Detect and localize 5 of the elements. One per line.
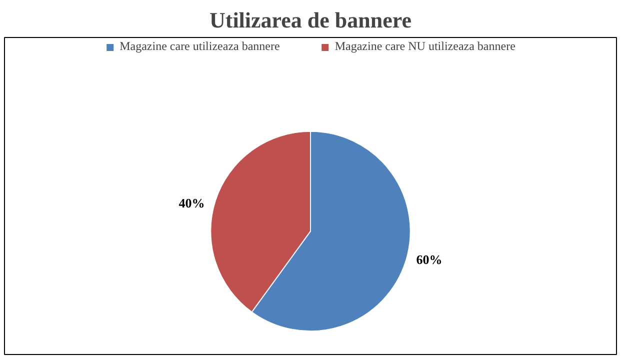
legend-label: Magazine care utilizeaza bannere [120, 39, 280, 54]
chart-title: Utilizarea de bannere [209, 8, 412, 32]
data-label: 40% [178, 196, 205, 211]
legend-label: Magazine care NU utilizeaza bannere [334, 39, 516, 54]
data-label: 60% [416, 252, 442, 267]
